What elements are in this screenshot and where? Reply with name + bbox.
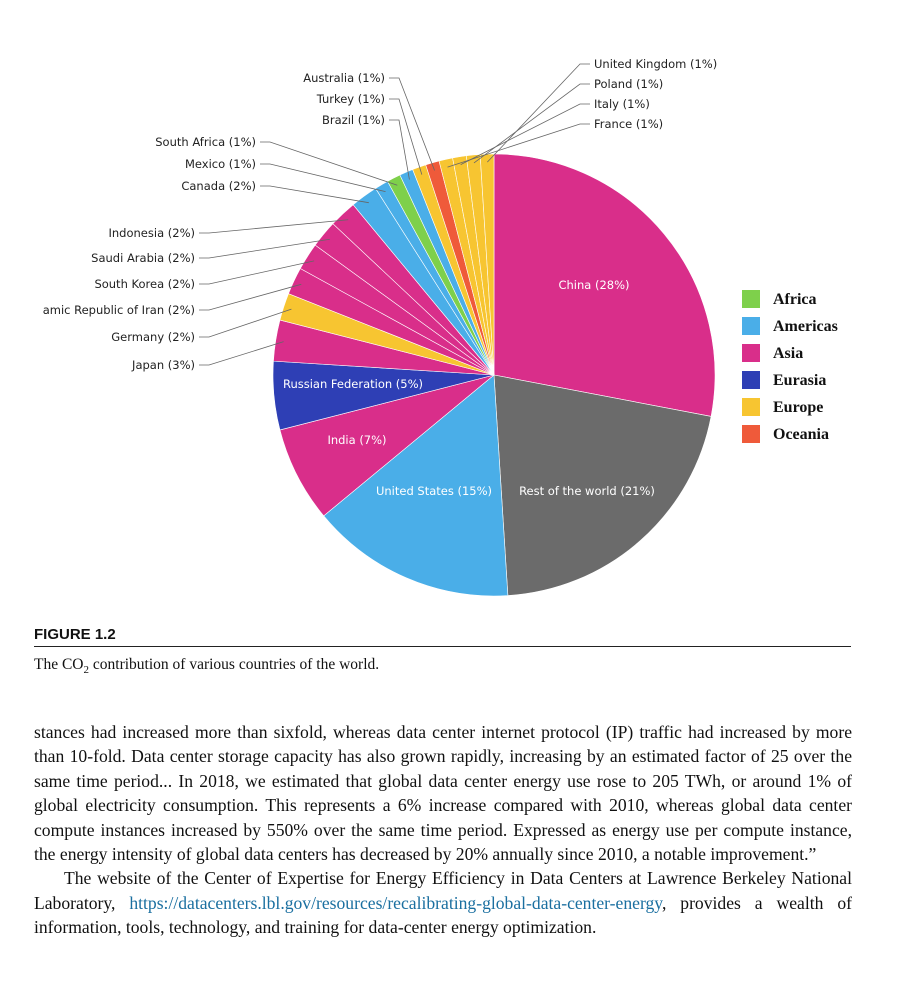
label-japan: Japan (3%) [131, 358, 195, 372]
label-united-kingdom: United Kingdom (1%) [594, 57, 717, 71]
label-australia: Australia (1%) [303, 71, 385, 85]
leader-mexico [260, 163, 386, 193]
leader-germany [199, 308, 292, 338]
legend-swatch-oceania [742, 425, 760, 443]
label-italy: Italy (1%) [594, 97, 650, 111]
legend-swatch-asia [742, 344, 760, 362]
label-mexico: Mexico (1%) [185, 157, 256, 171]
pie-slices [272, 153, 716, 597]
label-rest-of-the-world: Rest of the world (21%) [519, 484, 655, 498]
leader-south-africa [260, 141, 398, 186]
leader-poland [473, 83, 590, 164]
slice-china [493, 153, 716, 417]
caption-text-start: The CO [34, 656, 84, 673]
slice-rest-of-the-world [493, 374, 712, 596]
leader-lines [199, 63, 590, 366]
leader-brazil [389, 119, 410, 180]
leader-amic-republic-of-iran [199, 283, 302, 311]
slice-united-states [323, 374, 509, 597]
legend-label-eurasia: Eurasia [773, 372, 826, 389]
legend-swatch-europe [742, 398, 760, 416]
label-india: India (7%) [327, 433, 386, 447]
label-saudi-arabia: Saudi Arabia (2%) [91, 251, 195, 265]
legend-label-europe: Europe [773, 399, 823, 416]
slice-labels: China (28%) Rest of the world (21%) United… [43, 57, 717, 498]
legend-label-americas: Americas [773, 318, 838, 335]
leader-indonesia [199, 219, 349, 234]
label-poland: Poland (1%) [594, 77, 663, 91]
legend-swatch-africa [742, 290, 760, 308]
label-turkey: Turkey (1%) [316, 92, 385, 106]
label-germany: Germany (2%) [111, 330, 195, 344]
legend-label-oceania: Oceania [773, 426, 829, 443]
paragraph-1: stances had increased more than sixfold,… [34, 722, 852, 865]
lbl-resource-link[interactable]: https://datacenters.lbl.gov/resources/re… [129, 892, 662, 913]
paragraph-2-text-end: , provides a wealth of information, tool… [34, 892, 852, 938]
paragraph-2-text: The website of the Center of Expertise f… [34, 868, 852, 913]
label-france: France (1%) [594, 117, 663, 131]
legend-label-asia: Asia [773, 345, 803, 362]
figure-heading: FIGURE 1.2 [34, 626, 851, 647]
pie-chart: China (28%) Rest of the world (21%) United… [43, 57, 838, 597]
legend-swatch-americas [742, 317, 760, 335]
label-south-africa: South Africa (1%) [155, 135, 256, 149]
leader-south-korea [199, 260, 315, 285]
legend-label-africa: Africa [773, 291, 817, 308]
label-china: China (28%) [558, 278, 629, 292]
leader-canada [260, 185, 369, 204]
body-text: stances had increased more than sixfold,… [34, 720, 852, 940]
label-brazil: Brazil (1%) [322, 113, 385, 127]
leader-australia [389, 77, 435, 171]
label-indonesia: Indonesia (2%) [109, 226, 196, 240]
leader-turkey [389, 98, 423, 175]
label-canada: Canada (2%) [181, 179, 256, 193]
leader-france [447, 123, 590, 168]
legend: Africa Americas Asia Eurasia Europe Oceania [742, 290, 838, 443]
legend-swatch-eurasia [742, 371, 760, 389]
label-south-korea: South Korea (2%) [94, 277, 195, 291]
caption-subscript: 2 [83, 664, 90, 677]
leader-japan [199, 341, 284, 366]
label-united-states: United States (15%) [376, 484, 492, 498]
leader-united-kingdom [487, 63, 590, 163]
label-russian-federation: Russian Federation (5%) [283, 377, 423, 391]
figure-caption: The CO2 contribution of various countrie… [34, 656, 379, 676]
leader-saudi-arabia [199, 238, 330, 259]
caption-text-end: contribution of various countries of the… [89, 656, 380, 673]
leader-italy [460, 103, 590, 165]
label-amic-republic-of-iran: amic Republic of Iran (2%) [43, 303, 195, 317]
paragraph-2: The website of the Center of Expertise f… [34, 866, 852, 939]
